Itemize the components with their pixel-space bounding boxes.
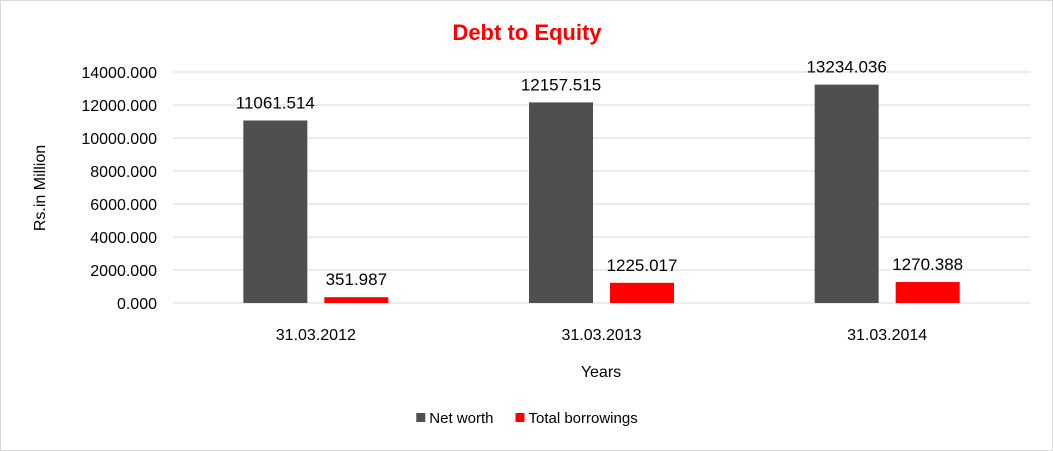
data-label: 1270.388 — [892, 255, 963, 274]
x-axis-title: Years — [581, 364, 621, 381]
bar-net-worth — [814, 84, 879, 304]
data-label: 11061.514 — [236, 93, 315, 112]
x-tick-label: 31.03.2014 — [847, 327, 927, 344]
x-axis-ticks: 31.03.2012 31.03.2013 31.03.2014 — [276, 327, 928, 344]
y-tick-label: 0.000 — [117, 296, 157, 313]
legend-item: Total borrowings — [515, 410, 638, 427]
y-axis-ticks: 0.000 2000.000 4000.000 6000.000 8000.000 100… — [81, 65, 157, 313]
bar-total-borrowings — [610, 282, 674, 303]
bar-total-borrowings — [324, 297, 389, 303]
y-tick-label: 14000.000 — [81, 65, 157, 82]
y-tick-label: 6000.000 — [90, 197, 157, 214]
data-label: 1225.017 — [607, 256, 678, 275]
legend-label: Net worth — [429, 410, 493, 427]
data-label: 12157.515 — [521, 75, 601, 94]
bars — [243, 84, 960, 304]
y-tick-label: 12000.000 — [81, 98, 157, 115]
data-labels: 11061.514 351.987 12157.515 1225.017 13234.0… — [236, 58, 963, 290]
x-tick-label: 31.03.2012 — [276, 327, 356, 344]
data-label: 351.987 — [326, 270, 387, 289]
bar-net-worth — [243, 120, 308, 303]
y-tick-label: 4000.000 — [90, 230, 157, 247]
bar-net-worth — [529, 102, 593, 303]
x-tick-label: 31.03.2013 — [561, 327, 641, 344]
legend-swatch — [515, 413, 525, 422]
y-axis-title: Rs.in Million — [32, 145, 49, 231]
y-tick-label: 2000.000 — [90, 263, 157, 280]
y-tick-label: 10000.000 — [81, 131, 157, 148]
legend: Net worth Total borrowings — [416, 410, 638, 427]
bar-total-borrowings — [895, 282, 960, 303]
chart-title: Debt to Equity — [452, 20, 602, 45]
legend-item: Net worth — [416, 410, 493, 427]
gridlines — [173, 71, 1030, 304]
y-tick-label: 8000.000 — [90, 164, 157, 181]
legend-label: Total borrowings — [528, 410, 637, 427]
data-label: 13234.036 — [806, 58, 886, 77]
legend-swatch — [416, 413, 426, 422]
